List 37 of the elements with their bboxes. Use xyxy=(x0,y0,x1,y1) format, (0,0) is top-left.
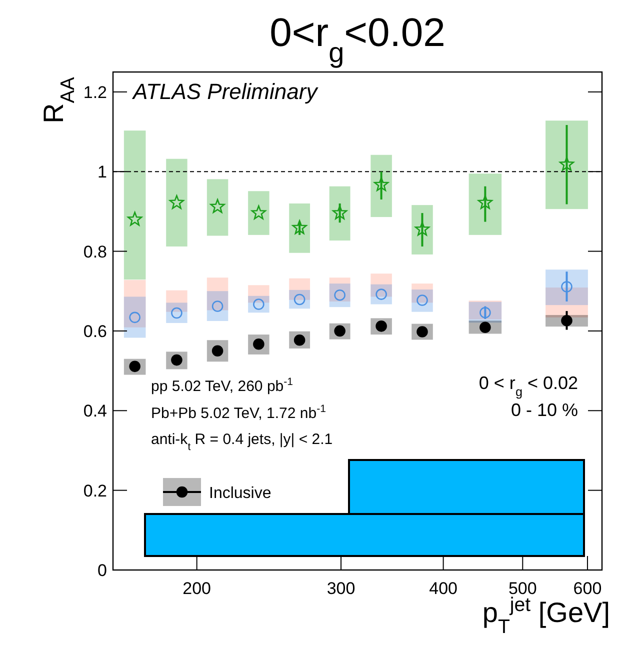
x-tick-label: 300 xyxy=(326,579,356,598)
chart-title: 0<r$_{g}$<0.02 xyxy=(270,11,446,68)
y-tick-label: 0.4 xyxy=(83,402,107,421)
annotation: ATLAS Preliminary xyxy=(131,79,320,104)
annotation: anti-k$_{t}$ R = 0.4 jets, |y| < 2.1 xyxy=(151,431,333,453)
bar xyxy=(412,290,433,312)
point xyxy=(169,195,184,209)
bar xyxy=(206,179,228,236)
annotation: Pb+Pb 5.02 TeV, 1.72 nb$^{-1}$ xyxy=(151,403,326,422)
annotation: 0 < r$_{g}$ < 0.02 xyxy=(478,373,578,399)
y-tick-label: 0.2 xyxy=(83,481,107,500)
y-tick-label: 0 xyxy=(98,561,107,580)
bar xyxy=(124,296,146,338)
bar xyxy=(370,284,392,304)
y-tick-label: 0.8 xyxy=(83,242,107,262)
bar xyxy=(124,130,146,280)
legend-label: Inclusive xyxy=(209,485,272,502)
y-tick-label: 0.6 xyxy=(83,322,107,341)
annotation: pp 5.02 TeV, 260 pb$^{-1}$ xyxy=(151,376,294,395)
bar xyxy=(166,302,188,323)
bar xyxy=(289,203,310,253)
bar xyxy=(248,296,270,313)
bar xyxy=(412,205,433,254)
x-tick-label: 400 xyxy=(429,579,458,598)
x-tick-label: 200 xyxy=(182,579,212,598)
bar xyxy=(206,291,228,321)
y-tick-label: 1 xyxy=(98,162,107,182)
bar xyxy=(289,290,310,309)
annotation: 0 - 10 % xyxy=(510,400,578,420)
bar xyxy=(329,284,350,308)
bar xyxy=(370,154,392,218)
point xyxy=(374,177,389,192)
bar xyxy=(329,186,350,241)
y-tick-label: 1.2 xyxy=(83,82,107,102)
bar xyxy=(248,191,270,235)
bar xyxy=(166,158,188,246)
point xyxy=(128,212,142,226)
